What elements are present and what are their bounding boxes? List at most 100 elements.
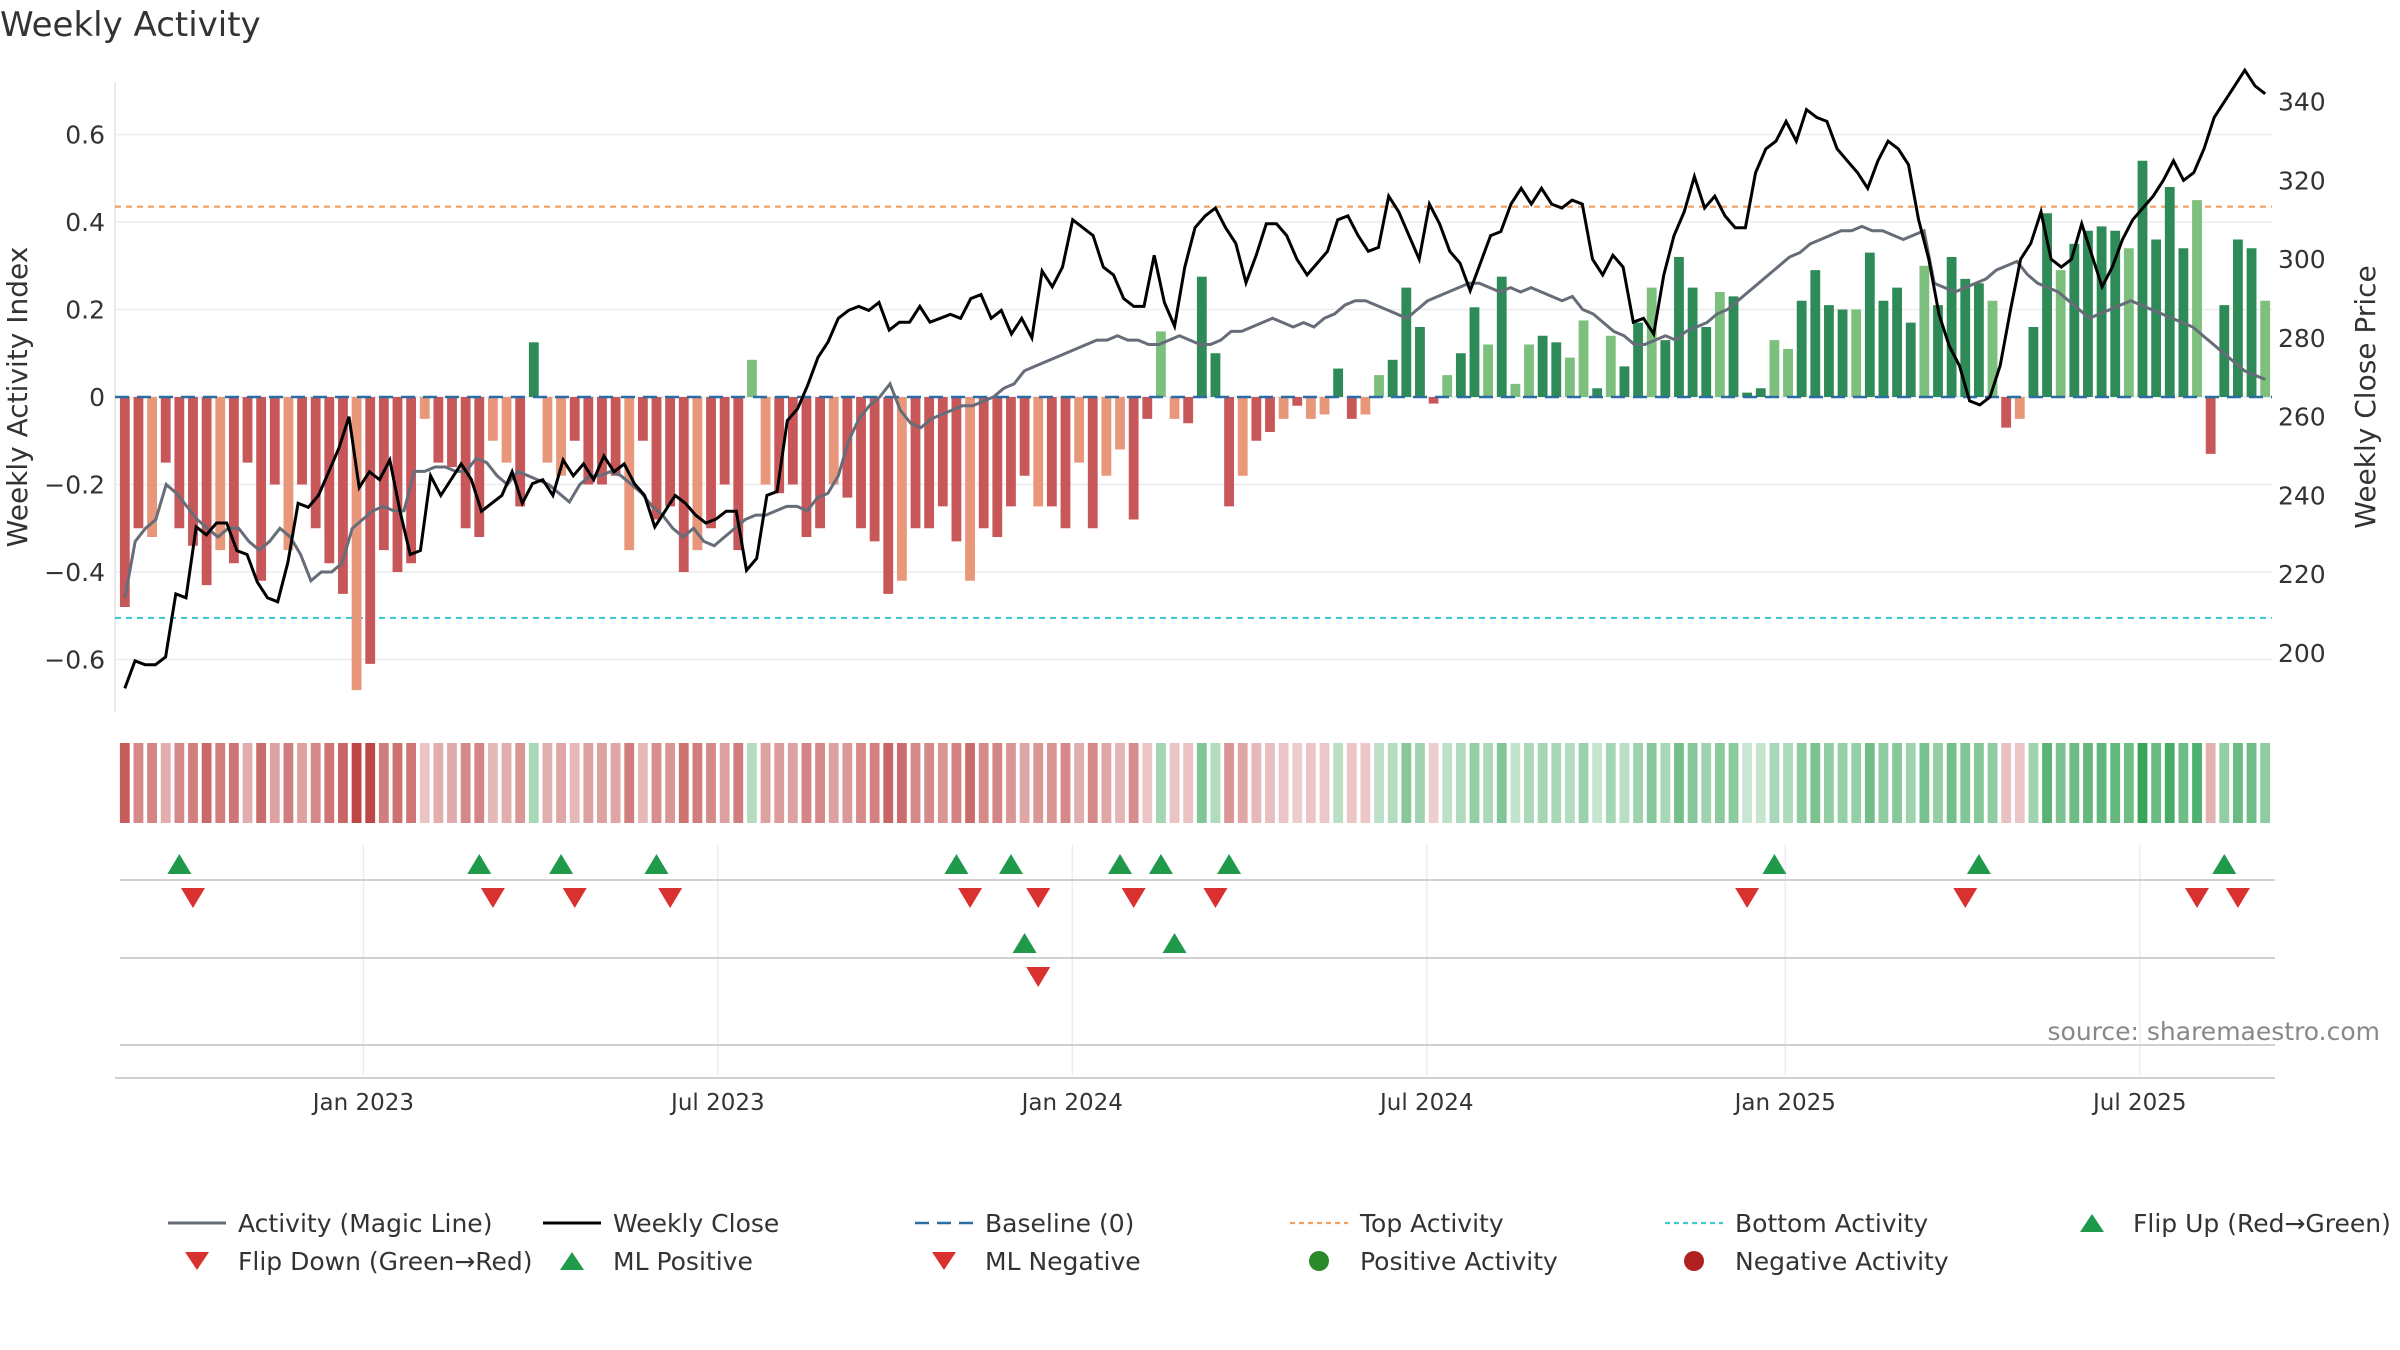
activity-bar <box>515 397 526 507</box>
heat-cell <box>1278 743 1289 823</box>
legend: Activity (Magic Line) Weekly Close Baselin… <box>168 1209 2391 1276</box>
activity-bar <box>1892 287 1903 397</box>
activity-bar <box>2110 230 2121 397</box>
activity-bar <box>760 397 771 485</box>
heat-cell <box>1864 743 1875 823</box>
heat-cell <box>1169 743 1180 823</box>
heat-cell <box>1265 743 1275 823</box>
legend-up-triangle-icon <box>560 1252 584 1270</box>
activity-bar <box>1578 320 1589 397</box>
heat-cell <box>1333 743 1344 823</box>
heat-cell <box>365 743 376 823</box>
activity-bar <box>569 397 580 441</box>
heat-cell <box>474 743 485 823</box>
legend-label: ML Negative <box>985 1247 1141 1276</box>
activity-bar <box>2205 397 2216 454</box>
heat-cell <box>147 743 157 823</box>
heat-cell <box>1305 743 1316 823</box>
heat-cell <box>1755 743 1766 823</box>
heat-cell <box>1592 743 1603 823</box>
flip-up-marker <box>998 854 1023 874</box>
heat-cell <box>460 743 471 823</box>
flip-down-marker <box>2225 888 2250 908</box>
legend-circle-icon <box>1309 1251 1329 1271</box>
heat-cell <box>1319 743 1330 823</box>
heat-cell <box>774 743 785 823</box>
heat-cell <box>1251 743 1262 823</box>
activity-bar <box>1101 397 1112 476</box>
heat-cell <box>1674 743 1684 823</box>
activity-bar <box>1728 296 1739 397</box>
flip-down-marker <box>180 888 205 908</box>
x-tick-label: Jan 2023 <box>311 1090 414 1116</box>
activity-bar <box>2014 397 2025 419</box>
activity-bar <box>1837 309 1848 397</box>
heat-cell <box>283 743 294 823</box>
heat-cell <box>351 743 362 823</box>
flip-down-marker <box>2185 888 2210 908</box>
heat-cell <box>406 743 417 823</box>
flip-up-marker <box>1966 854 1991 874</box>
activity-bar <box>160 397 171 463</box>
activity-bar <box>869 397 880 542</box>
heat-cell <box>583 743 594 823</box>
heat-cell <box>1960 743 1971 823</box>
flip-down-marker <box>1203 888 1228 908</box>
activity-bar <box>1564 357 1575 397</box>
activity-bar <box>678 397 689 572</box>
activity-bar <box>1196 276 1207 397</box>
heat-cell <box>160 743 171 823</box>
heat-cell <box>528 743 539 823</box>
heat-cell <box>992 743 1003 823</box>
activity-bar <box>2001 397 2012 428</box>
heat-cell <box>1701 743 1712 823</box>
heat-cell <box>801 743 812 823</box>
heat-cell <box>2055 743 2066 823</box>
activity-bar <box>1496 276 1507 397</box>
heat-cell <box>1537 743 1548 823</box>
activity-bar <box>2233 239 2243 397</box>
heat-cell <box>678 743 689 823</box>
heat-cell <box>1237 743 1248 823</box>
heat-cell <box>1646 743 1657 823</box>
heat-cell <box>433 743 444 823</box>
right-tick-label: 240 <box>2278 481 2326 510</box>
heat-cell <box>1496 743 1507 823</box>
heat-cell <box>2164 743 2175 823</box>
activity-bar <box>1769 340 1780 397</box>
activity-bar <box>1374 375 1384 397</box>
activity-bar <box>1714 292 1725 397</box>
heat-cell <box>597 743 607 823</box>
x-tick-label: Jan 2024 <box>1020 1090 1123 1116</box>
legend-item: Top Activity <box>1290 1209 1504 1238</box>
heat-cell <box>651 743 662 823</box>
heat-cell <box>692 743 703 823</box>
activity-bar <box>937 397 948 507</box>
heat-cell <box>1933 743 1943 823</box>
activity-bar <box>883 397 894 594</box>
ml-positive-marker <box>1162 933 1187 953</box>
activity-bar <box>597 397 607 485</box>
activity-bar <box>1592 388 1603 397</box>
ml-negative-marker <box>1026 967 1051 987</box>
heat-cell <box>1551 743 1562 823</box>
heat-cell <box>419 743 430 823</box>
heat-cell <box>542 743 553 823</box>
activity-bar <box>1115 397 1125 450</box>
activity-bar <box>1087 397 1098 529</box>
activity-bar <box>1415 327 1425 397</box>
activity-bars <box>119 160 2271 691</box>
heat-cell <box>1401 743 1412 823</box>
legend-label: Bottom Activity <box>1735 1209 1928 1238</box>
activity-bar <box>1946 257 1957 397</box>
activity-bar <box>1360 397 1371 415</box>
flip-up-marker <box>1217 854 1242 874</box>
heat-cell <box>1660 743 1671 823</box>
activity-bar <box>1783 348 1793 397</box>
heat-cell <box>1046 743 1057 823</box>
heat-cell <box>201 743 212 823</box>
heat-cell <box>1019 743 1030 823</box>
activity-bar <box>542 397 553 463</box>
activity-bar <box>924 397 935 529</box>
heat-cell <box>2028 743 2039 823</box>
